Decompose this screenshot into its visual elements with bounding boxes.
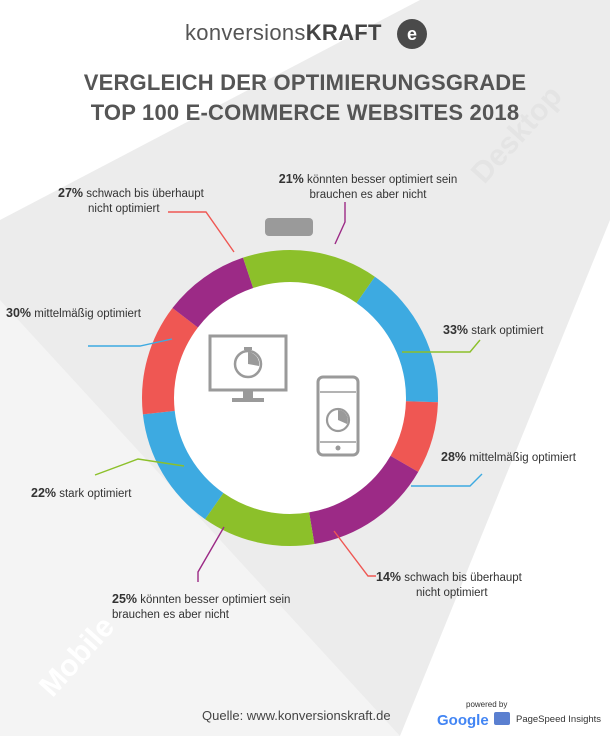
pct-mobile-blue: 28%: [441, 450, 467, 464]
leader-line: [168, 211, 235, 253]
leader-line: [197, 526, 225, 582]
text-desktop-purple-2: brauchen es aber nicht: [309, 189, 427, 201]
label-desktop-green: 33% stark optimiert: [443, 323, 603, 339]
text-mobile-blue: mittelmäßig optimiert: [469, 452, 576, 464]
title-line-2: TOP 100 E-COMMERCE WEBSITES 2018: [90, 100, 520, 125]
text-mobile-red-2: nicht optimiert: [416, 587, 488, 599]
text-mobile-purple-1: könnten besser optimiert sein: [140, 594, 291, 606]
pct-mobile-red: 14%: [376, 570, 402, 584]
brand-bold: KRAFT: [305, 20, 382, 45]
mobile-slice-0: [205, 493, 315, 546]
mobile-slice-3: [309, 455, 419, 544]
brand-light: konversions: [185, 20, 306, 45]
donut-center: [174, 282, 406, 514]
pct-desktop-blue: 30%: [6, 306, 32, 320]
desktop-slice-0: [243, 250, 375, 303]
desktop-monitor-icon: [208, 334, 288, 402]
powered-by-text: powered by: [466, 700, 508, 709]
pct-desktop-red: 27%: [58, 186, 84, 200]
brand-mark-icon: e: [397, 19, 427, 49]
pct-mobile-purple: 25%: [112, 592, 138, 606]
text-desktop-red-1: schwach bis überhaupt: [86, 188, 204, 200]
leader-line: [88, 338, 173, 347]
google-logo: Google: [437, 712, 489, 729]
mobile-band: [0, 300, 400, 736]
leader-line: [334, 202, 346, 245]
label-mobile-blue: 28% mittelmäßig optimiert: [441, 450, 609, 466]
text-desktop-purple-1: könnten besser optimiert sein: [307, 174, 458, 186]
text-mobile-red-1: schwach bis überhaupt: [404, 572, 522, 584]
leader-line: [94, 458, 185, 476]
label-desktop-red: 27% schwach bis überhaupt nicht optimier…: [58, 186, 238, 217]
mobile-slice-1: [356, 276, 438, 403]
label-desktop-blue: 30% mittelmäßig optimiert: [6, 306, 186, 322]
text-mobile-green: stark optimiert: [59, 488, 132, 500]
text-desktop-red-2: nicht optimiert: [88, 203, 160, 215]
label-mobile-purple: 25% könnten besser optimiert sein brauch…: [112, 592, 342, 623]
text-mobile-purple-2: brauchen es aber nicht: [112, 609, 229, 621]
pagespeed-icon: [494, 712, 510, 725]
leader-line: [411, 473, 483, 487]
mobile-slice-2: [390, 401, 438, 472]
desktop-slice-1: [142, 410, 224, 520]
text-desktop-green: stark optimiert: [471, 325, 544, 337]
label-mobile-green: 22% stark optimiert: [31, 486, 211, 502]
smartphone-icon: [316, 375, 360, 457]
source-text: Quelle: www.konversionskraft.de: [202, 708, 391, 723]
leader-line: [333, 530, 376, 577]
desktop-slice-2: [141, 308, 198, 415]
label-desktop-purple: 21% könnten besser optimiert sein brauch…: [268, 172, 468, 203]
brand-logo: konversionsKRAFT: [185, 20, 382, 46]
pct-mobile-green: 22%: [31, 486, 57, 500]
desktop-slice-3: [172, 257, 254, 328]
text-desktop-blue: mittelmäßig optimiert: [34, 308, 141, 320]
pct-desktop-purple: 21%: [278, 172, 304, 186]
leader-line: [402, 339, 481, 353]
title-line-1: VERGLEICH DER OPTIMIERUNGSGRADE: [83, 70, 527, 95]
divider-tab: [265, 218, 313, 236]
pct-desktop-green: 33%: [443, 323, 469, 337]
pagespeed-text: PageSpeed Insights: [516, 714, 602, 725]
label-mobile-red: 14% schwach bis überhaupt nicht optimier…: [376, 570, 576, 601]
